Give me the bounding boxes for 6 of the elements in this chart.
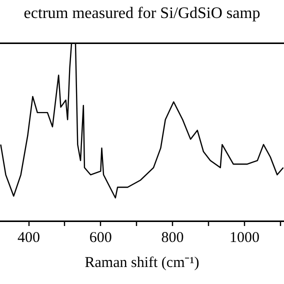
x-axis-title: Raman shift (cm⁻¹) [84, 254, 200, 271]
x-tick-label: 400 [18, 230, 40, 246]
x-tick-label: 600 [89, 230, 112, 246]
chart-title: ectrum measured for Si/GdSiO samp [24, 4, 260, 22]
x-tick-label: 800 [161, 230, 184, 246]
x-tick-label: 1000 [229, 230, 260, 246]
